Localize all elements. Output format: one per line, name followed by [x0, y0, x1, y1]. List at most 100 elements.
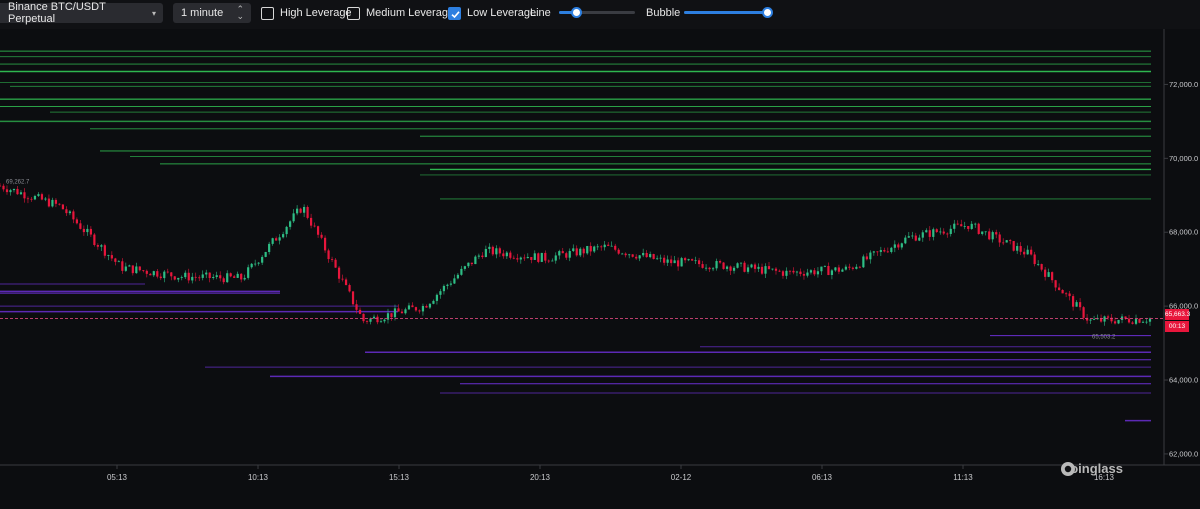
candle-body [442, 285, 446, 292]
candle-body [600, 246, 603, 248]
candle-body [813, 270, 816, 275]
candle-body [264, 252, 267, 257]
candle-body [942, 231, 945, 234]
candle-body [1072, 296, 1075, 307]
candle-body [488, 246, 491, 249]
candle-body [282, 234, 285, 238]
candle-body [921, 232, 924, 238]
candle-body [180, 277, 183, 278]
candle-body [0, 185, 2, 187]
candle-body [725, 266, 729, 269]
candle-body [187, 272, 190, 281]
medium-leverage-checkbox[interactable] [347, 7, 360, 20]
candle-body [827, 265, 830, 275]
candle-body [107, 255, 110, 256]
candle-body [1005, 240, 1008, 243]
liquidation-heatmap-chart[interactable]: 72,000.0 70,000.0 68,000.0 66,000.0 64,000.0… [0, 29, 1200, 509]
candle-body [198, 277, 201, 279]
interval-select[interactable]: 1 minute ⌃ ⌄ [173, 3, 251, 23]
candle-body [890, 247, 893, 252]
candle-body [289, 221, 292, 227]
x-tick-label: 02-12 [671, 473, 692, 482]
candle-body [261, 256, 264, 263]
candle-body [690, 259, 694, 261]
candle-body [96, 245, 99, 247]
candle-body [869, 252, 872, 260]
bubble-slider-handle[interactable] [762, 7, 773, 18]
candle-body [37, 194, 40, 196]
candle-body [526, 257, 529, 259]
coinglass-logo: coinglass [1060, 461, 1123, 476]
candle-body [649, 254, 652, 258]
candle-body [215, 275, 218, 277]
candle-body [946, 233, 949, 235]
candle-body [512, 257, 515, 259]
candle-body [1033, 254, 1036, 265]
candle-body [296, 208, 299, 214]
candle-body [156, 271, 159, 277]
candle-body [1124, 316, 1127, 319]
candle-body [131, 265, 134, 274]
candle-body [275, 238, 278, 241]
candle-body [907, 236, 910, 238]
candle-body [596, 246, 599, 248]
candle-body [1040, 264, 1043, 270]
candle-body [1012, 241, 1015, 251]
candle-body [128, 265, 131, 267]
candle-body [666, 259, 669, 263]
candle-body [1127, 318, 1131, 323]
candle-body [841, 269, 844, 272]
candle-body [1065, 293, 1068, 295]
candle-body [1092, 319, 1096, 320]
low-leverage-checkbox[interactable] [448, 7, 461, 20]
candle-body [684, 258, 687, 261]
candle-body [509, 252, 512, 258]
candle-body [498, 248, 501, 254]
candle-body [40, 194, 44, 200]
candle-body [474, 256, 477, 265]
candle-body [572, 248, 575, 252]
candle-body [624, 253, 627, 256]
candle-body [309, 217, 313, 226]
candle-body [911, 235, 914, 237]
candle-body [386, 313, 390, 320]
candle-body [533, 253, 536, 260]
candle-body [334, 259, 337, 268]
line-slider[interactable] [559, 7, 635, 18]
candle-body [1103, 316, 1106, 322]
candle-body [631, 254, 634, 257]
candle-body [184, 272, 187, 278]
candle-body [781, 271, 785, 276]
candle-body [166, 271, 169, 273]
candle-body [603, 244, 606, 248]
candle-body [963, 226, 966, 227]
candle-body [659, 257, 662, 259]
candle-body [820, 266, 823, 272]
y-tick-label: 70,000.0 [1169, 154, 1198, 163]
candle-body [988, 231, 991, 240]
candle-body [30, 198, 33, 200]
chevron-down-icon: ▾ [151, 8, 156, 18]
candle-body [1019, 246, 1022, 252]
candle-body [823, 265, 827, 267]
bubble-slider[interactable] [684, 7, 773, 18]
up-down-chevron-icon: ⌃ ⌄ [236, 4, 244, 21]
line-slider-handle[interactable] [570, 7, 582, 18]
candle-body [320, 234, 323, 238]
candle-body [103, 245, 106, 256]
candle-body [1085, 317, 1089, 321]
candle-body [743, 262, 746, 272]
high-marker: 69,262.7 [6, 180, 30, 186]
candle-body [876, 251, 879, 253]
candle-body [1141, 321, 1145, 323]
high-leverage-checkbox[interactable] [261, 7, 274, 20]
candle-body [271, 238, 274, 244]
last-price-badge: 65,663.3 [1165, 308, 1191, 320]
candle-body [788, 270, 792, 272]
candle-body [351, 291, 355, 305]
candle-body [1131, 322, 1134, 324]
pair-select[interactable]: Binance BTC/USDT Perpetual ▾ [0, 1, 163, 25]
chart-canvas[interactable]: 72,000.0 70,000.0 68,000.0 66,000.0 64,000.0… [0, 29, 1200, 509]
candle-body [1047, 272, 1050, 277]
candle-body [330, 259, 334, 260]
